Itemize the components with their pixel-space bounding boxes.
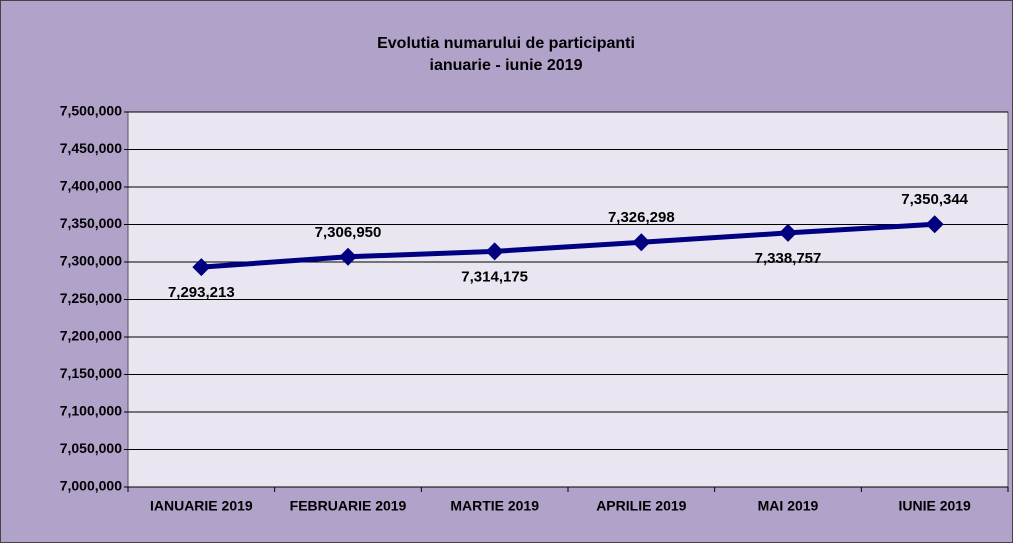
x-tick-label: APRILIE 2019: [596, 498, 686, 514]
data-line: [201, 221, 935, 270]
y-tick-label: 7,350,000: [60, 215, 122, 231]
data-point: [779, 223, 797, 242]
data-label: 7,338,757: [755, 250, 822, 267]
y-tick-label: 7,450,000: [60, 140, 122, 156]
x-tick-label: MAI 2019: [758, 498, 819, 514]
x-tick-label: MARTIE 2019: [450, 498, 539, 514]
data-point: [925, 215, 944, 234]
chart-title: Evolutia numarului de participanti: [377, 35, 635, 52]
chart-subtitle: ianuarie - iunie 2019: [430, 57, 583, 74]
y-tick-label: 7,250,000: [60, 290, 122, 306]
x-tick-label: IUNIE 2019: [898, 498, 971, 514]
data-label: 7,293,213: [168, 284, 235, 301]
y-tick-label: 7,150,000: [60, 365, 122, 381]
data-point: [485, 242, 504, 261]
y-tick-label: 7,300,000: [60, 253, 122, 269]
y-tick-label: 7,000,000: [60, 478, 122, 494]
y-tick-label: 7,100,000: [60, 403, 122, 419]
data-label: 7,350,344: [901, 191, 968, 208]
y-tick-label: 7,200,000: [60, 328, 122, 344]
data-point: [192, 258, 211, 277]
y-tick-label: 7,500,000: [60, 103, 122, 119]
data-label: 7,326,298: [608, 209, 675, 226]
data-label: 7,314,175: [461, 268, 528, 285]
x-tick-label: FEBRUARIE 2019: [290, 498, 407, 514]
x-tick-label: IANUARIE 2019: [150, 498, 253, 514]
data-label: 7,306,950: [315, 224, 382, 241]
y-tick-label: 7,400,000: [60, 178, 122, 194]
data-point: [632, 233, 651, 252]
data-point: [339, 247, 357, 266]
y-tick-label: 7,050,000: [60, 440, 122, 456]
